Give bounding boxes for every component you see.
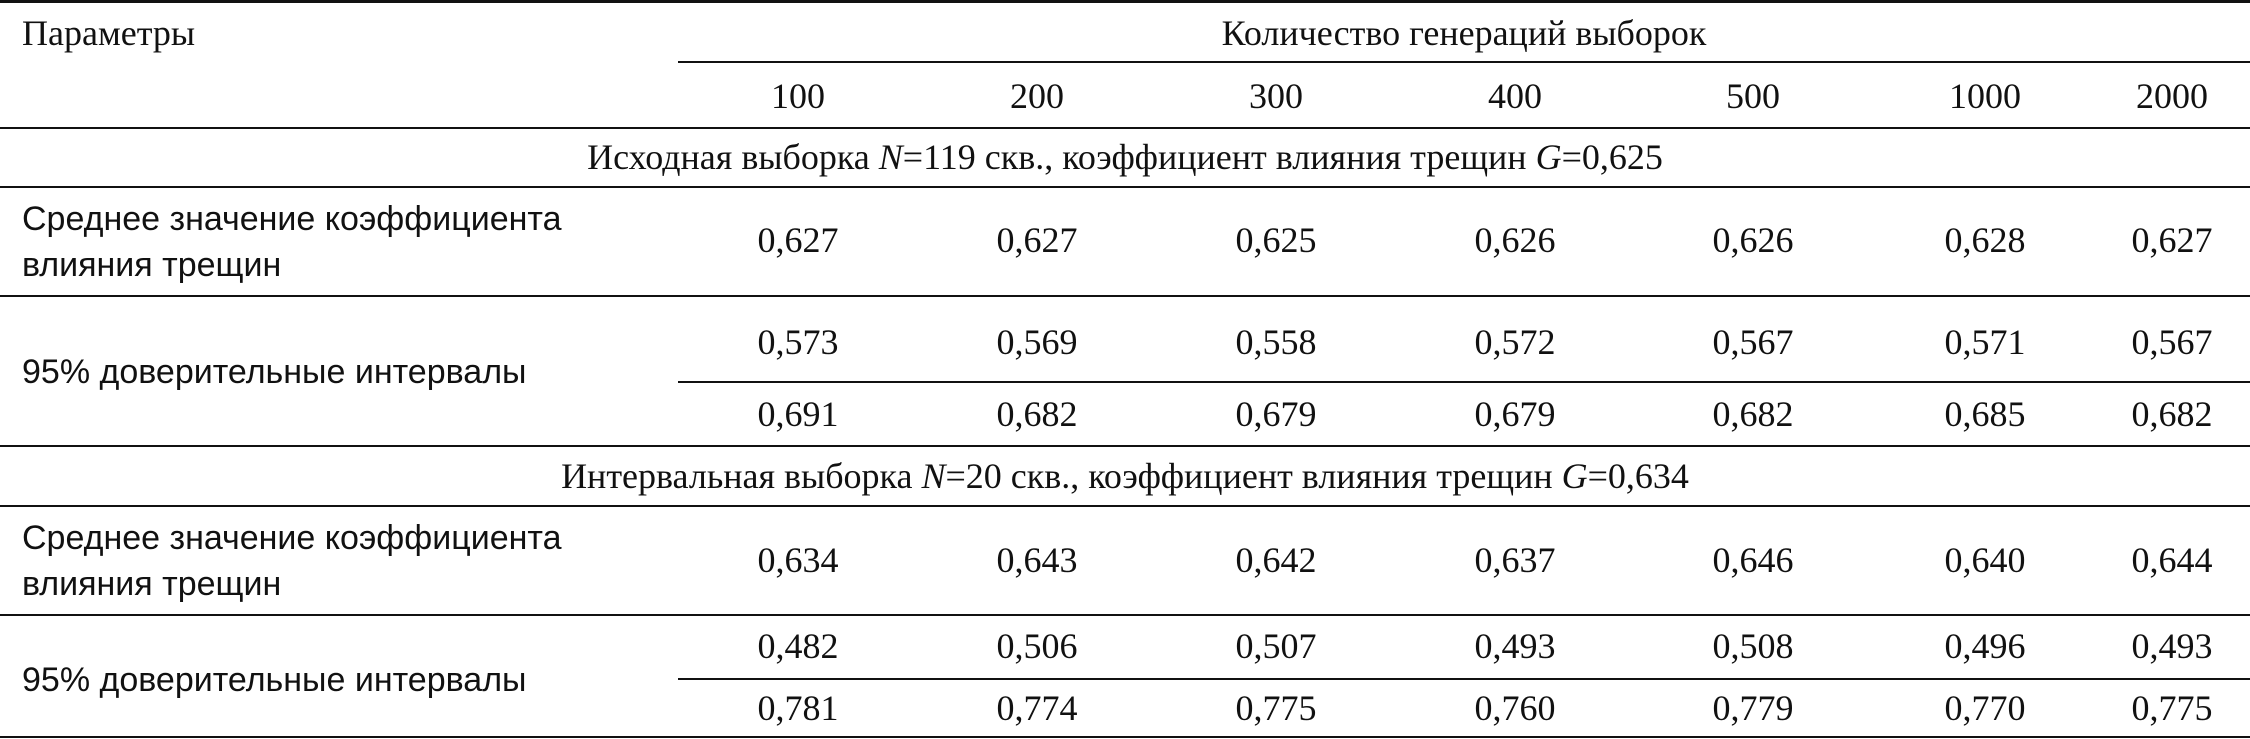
section2-mean-1000: 0,640 [1944, 540, 2026, 580]
section2-ci-low-2000: 0,493 [2131, 626, 2213, 666]
section1-ci-low-400: 0,572 [1474, 322, 1556, 362]
section1-mean-border [0, 295, 2250, 297]
header-bottom-border [0, 127, 2250, 129]
table-bottom-border [0, 736, 2250, 738]
section2-mean-400: 0,637 [1474, 540, 1556, 580]
section1-bottom-border [0, 445, 2250, 447]
section1-title: Исходная выборка N=119 скв., коэффициент… [587, 137, 1663, 177]
section2-mean-label-line2: влияния трещин [22, 565, 282, 603]
section2-mean-label-line1: Среднее значение коэффициента [22, 519, 562, 557]
section1-ci-high-400: 0,679 [1474, 394, 1556, 434]
section2-ci-low-300: 0,507 [1235, 626, 1317, 666]
section1-ci-high-300: 0,679 [1235, 394, 1317, 434]
section2-mean-200: 0,643 [996, 540, 1078, 580]
section1-ci-low-100: 0,573 [757, 322, 839, 362]
section1-ci-high-200: 0,682 [996, 394, 1078, 434]
section2-ci-high-2000: 0,775 [2131, 688, 2213, 728]
section2-ci-divider [678, 678, 2250, 680]
section1-mean-500: 0,626 [1712, 220, 1794, 260]
section1-title-post: =0,625 [1561, 137, 1663, 177]
section2-title-border [0, 505, 2250, 507]
section1-ci-low-500: 0,567 [1712, 322, 1794, 362]
section1-mean-100: 0,627 [757, 220, 839, 260]
column-header-500: 500 [1726, 76, 1780, 116]
section1-mean-label-line1: Среднее значение коэффициента [22, 200, 562, 238]
section2-ci-low-500: 0,508 [1712, 626, 1794, 666]
section2-n-variable: N [921, 456, 946, 496]
section2-ci-label: 95% доверительные интервалы [22, 661, 527, 699]
section2-ci-high-500: 0,779 [1712, 688, 1794, 728]
section1-ci-high-500: 0,682 [1712, 394, 1794, 434]
section2-title: Интервальная выборка N=20 скв., коэффици… [561, 456, 1689, 496]
column-header-100: 100 [771, 76, 825, 116]
section1-title-mid: =119 скв., коэффициент влияния трещин [902, 137, 1536, 177]
section1-n-variable: N [878, 137, 903, 177]
section2-ci-low-400: 0,493 [1474, 626, 1556, 666]
section2-mean-border [0, 614, 2250, 616]
section1-ci-high-2000: 0,682 [2131, 394, 2213, 434]
column-header-400: 400 [1488, 76, 1542, 116]
group-header: Количество генераций выборок [1221, 13, 1707, 53]
column-header-2000: 2000 [2136, 76, 2208, 116]
section2-ci-low-200: 0,506 [996, 626, 1078, 666]
section2-ci-low-100: 0,482 [757, 626, 839, 666]
section1-mean-400: 0,626 [1474, 220, 1556, 260]
section2-g-variable: G [1561, 456, 1588, 496]
section2-title-pre: Интервальная выборка [561, 456, 922, 496]
group-header-underline [678, 61, 2250, 63]
section1-mean-300: 0,625 [1235, 220, 1317, 260]
section1-g-variable: G [1535, 137, 1562, 177]
section1-ci-label: 95% доверительные интервалы [22, 353, 527, 391]
section1-title-border [0, 186, 2250, 188]
params-header: Параметры [22, 13, 196, 53]
section1-ci-high-1000: 0,685 [1944, 394, 2026, 434]
section1-mean-200: 0,627 [996, 220, 1078, 260]
section2-mean-100: 0,634 [757, 540, 839, 580]
section1-ci-divider [678, 381, 2250, 383]
section1-mean-2000: 0,627 [2131, 220, 2213, 260]
section2-ci-high-400: 0,760 [1474, 688, 1556, 728]
section1-title-pre: Исходная выборка [587, 137, 879, 177]
column-header-300: 300 [1249, 76, 1303, 116]
column-header-200: 200 [1010, 76, 1064, 116]
section1-ci-low-200: 0,569 [996, 322, 1078, 362]
table-top-border [0, 0, 2250, 3]
section2-mean-2000: 0,644 [2131, 540, 2213, 580]
section2-title-post: =0,634 [1587, 456, 1689, 496]
section2-ci-high-100: 0,781 [757, 688, 839, 728]
section2-ci-high-1000: 0,770 [1944, 688, 2026, 728]
section1-mean-1000: 0,628 [1944, 220, 2026, 260]
section1-mean-label-line2: влияния трещин [22, 246, 282, 284]
section2-mean-500: 0,646 [1712, 540, 1794, 580]
section1-ci-high-100: 0,691 [757, 394, 839, 434]
section1-ci-low-300: 0,558 [1235, 322, 1317, 362]
section2-mean-300: 0,642 [1235, 540, 1317, 580]
section1-ci-low-1000: 0,571 [1944, 322, 2026, 362]
section2-ci-high-300: 0,775 [1235, 688, 1317, 728]
column-header-1000: 1000 [1949, 76, 2021, 116]
section1-ci-low-2000: 0,567 [2131, 322, 2213, 362]
section2-title-mid: =20 скв., коэффициент влияния трещин [945, 456, 1562, 496]
section2-ci-low-1000: 0,496 [1944, 626, 2026, 666]
section2-ci-high-200: 0,774 [996, 688, 1078, 728]
